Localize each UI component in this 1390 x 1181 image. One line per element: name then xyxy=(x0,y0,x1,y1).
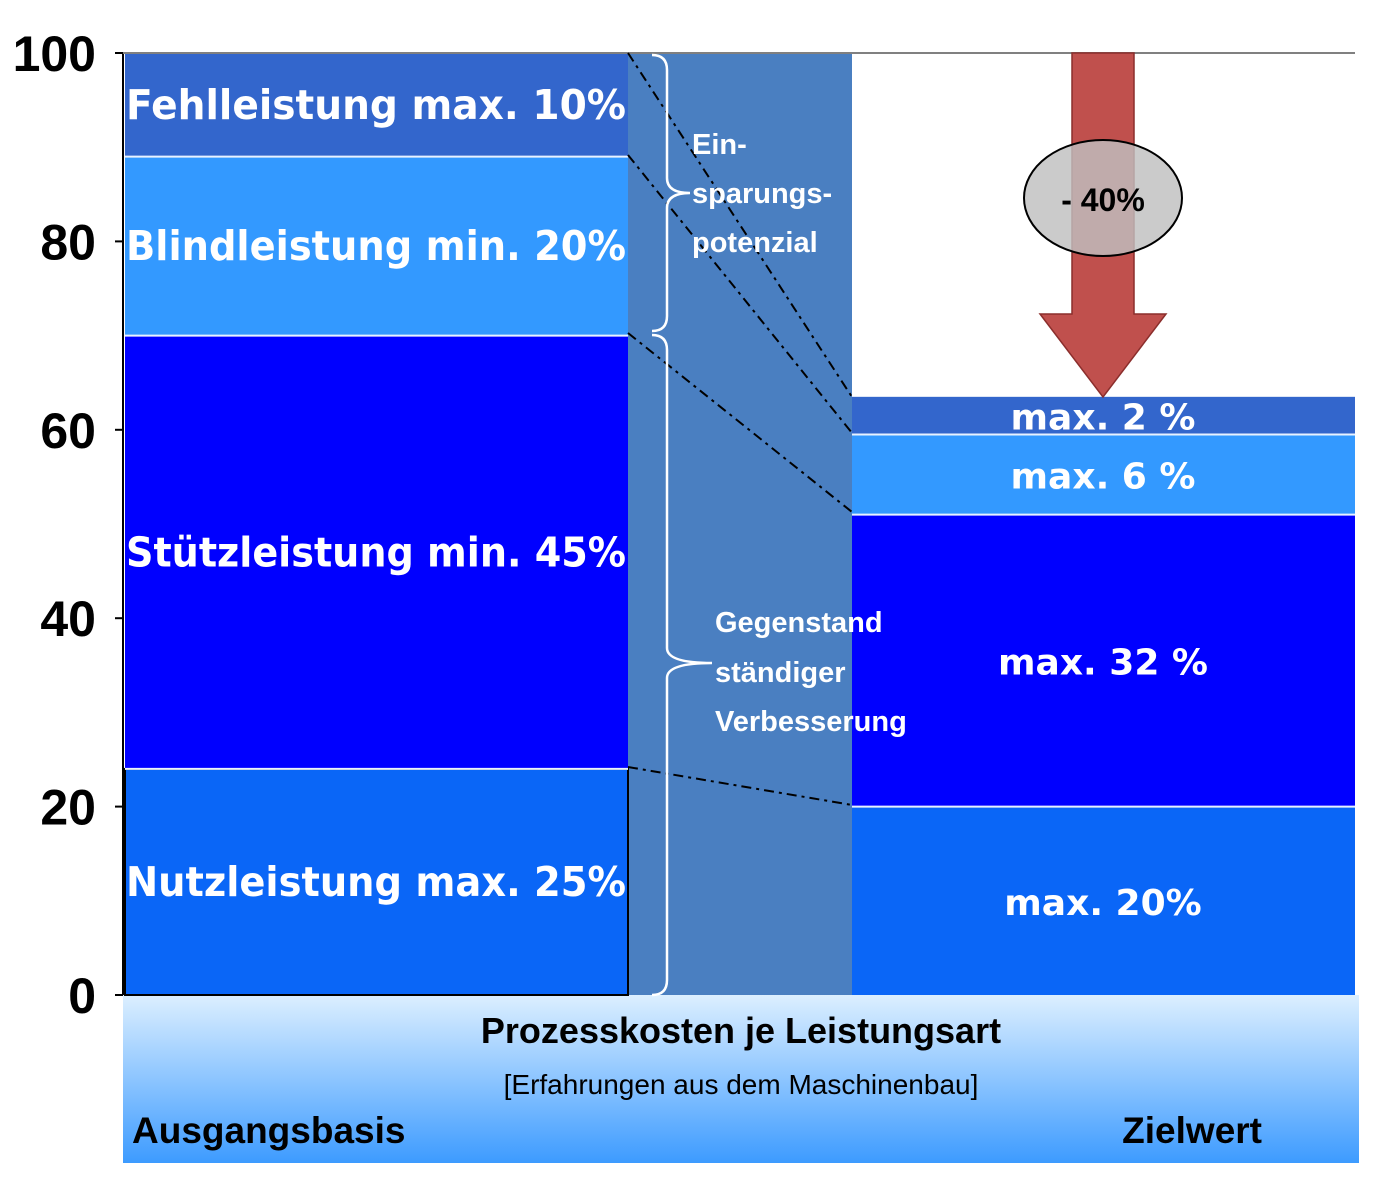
y-axis-ticks: 0 20 40 60 80 100 xyxy=(13,26,123,1024)
caption-box xyxy=(123,995,1359,1163)
y-tick-label-0: 0 xyxy=(68,968,96,1024)
bar-blind-1 xyxy=(852,434,1355,515)
annotation-einsparung: Ein- sparungs- potenzial xyxy=(692,129,832,259)
anno-verbesserung-1: Gegenstand xyxy=(715,607,883,639)
brace-verbesserung xyxy=(651,333,713,997)
bar-segments: Nutzleistung max. 25% Stützleistung min. … xyxy=(124,53,1355,996)
segment-label-blind-0: Blindleistung min. 20% xyxy=(126,222,626,270)
caption-title: Prozesskosten je Leistungsart xyxy=(481,1010,1001,1051)
caption-subtitle: [Erfahrungen aus dem Maschinenbau] xyxy=(504,1069,979,1100)
segment-label-nutz-1: max. 20% xyxy=(1004,883,1201,924)
y-tick-label-5: 100 xyxy=(13,26,96,82)
anno-einsparung-3: potenzial xyxy=(692,227,818,259)
anno-verbesserung-2: ständiger xyxy=(715,657,846,689)
category-label-0: Ausgangsbasis xyxy=(132,1110,405,1151)
y-tick-label-3: 60 xyxy=(40,403,96,459)
segment-label-stuetz-0: Stützleistung min. 45% xyxy=(126,528,626,576)
bar-nutz-1 xyxy=(852,806,1355,995)
reduction-badge xyxy=(1023,139,1183,257)
category-label-1: Zielwert xyxy=(1122,1110,1262,1151)
middle-band xyxy=(628,53,852,995)
y-tick-label-2: 40 xyxy=(40,591,96,647)
brace-einsparung xyxy=(651,53,691,333)
anno-einsparung-2: sparungs- xyxy=(692,178,832,210)
anno-verbesserung-3: Verbesserung xyxy=(715,706,907,738)
bar-blind-0 xyxy=(125,156,628,336)
bar-stuetz-1 xyxy=(852,514,1355,807)
connector-blind-top xyxy=(627,154,853,434)
annotation-verbesserung: Gegenstand ständiger Verbesserung xyxy=(715,607,907,738)
bar-stuetz-0 xyxy=(125,335,628,769)
segment-label-stuetz-1: max. 32 % xyxy=(998,643,1208,684)
connector-stuetz-top xyxy=(627,332,853,513)
segment-label-fehl-1: max. 2 % xyxy=(1011,398,1196,439)
y-tick-label-1: 20 xyxy=(40,780,96,836)
anno-einsparung-1: Ein- xyxy=(692,129,747,161)
bar-nutz-0 xyxy=(124,767,629,996)
brace-lines xyxy=(651,53,713,997)
segment-label-blind-1: max. 6 % xyxy=(1011,457,1196,498)
bar-fehl-1 xyxy=(852,396,1355,435)
connector-lines xyxy=(627,52,853,806)
bar-fehl-0 xyxy=(125,53,628,157)
segment-label-fehl-0: Fehlleistung max. 10% xyxy=(126,81,626,129)
connector-nutz-top xyxy=(627,766,853,806)
y-tick-label-4: 80 xyxy=(40,214,96,270)
reduction-label: - 40% xyxy=(1061,182,1145,218)
segment-label-nutz-0: Nutzleistung max. 25% xyxy=(126,858,626,906)
